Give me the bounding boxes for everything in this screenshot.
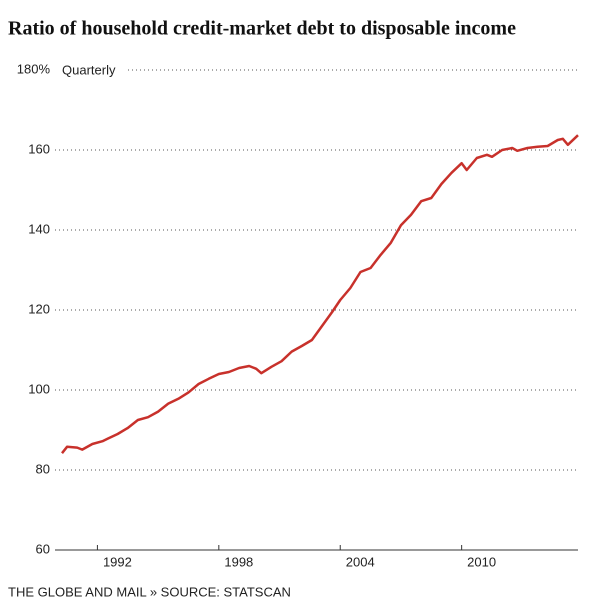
- data-line: [61, 134, 579, 454]
- subtitle: Quarterly: [62, 62, 116, 77]
- chart-title: Ratio of household credit-market debt to…: [8, 18, 516, 40]
- y-tick-label: 120: [28, 301, 50, 316]
- y-tick-label: 100: [28, 381, 50, 396]
- y-tick-label: 160: [28, 141, 50, 156]
- x-tick-label: 1998: [224, 554, 253, 569]
- source: THE GLOBE AND MAIL » SOURCE: STATSCAN: [8, 584, 291, 599]
- y-tick-label: 80: [36, 461, 50, 476]
- x-tick-label: 2010: [467, 554, 496, 569]
- x-tick-label: 1992: [103, 554, 132, 569]
- x-tick-label: 2004: [346, 554, 375, 569]
- y-tick-label: 140: [28, 221, 50, 236]
- y-tick-label: 180%: [17, 61, 51, 76]
- y-tick-label: 60: [36, 541, 50, 556]
